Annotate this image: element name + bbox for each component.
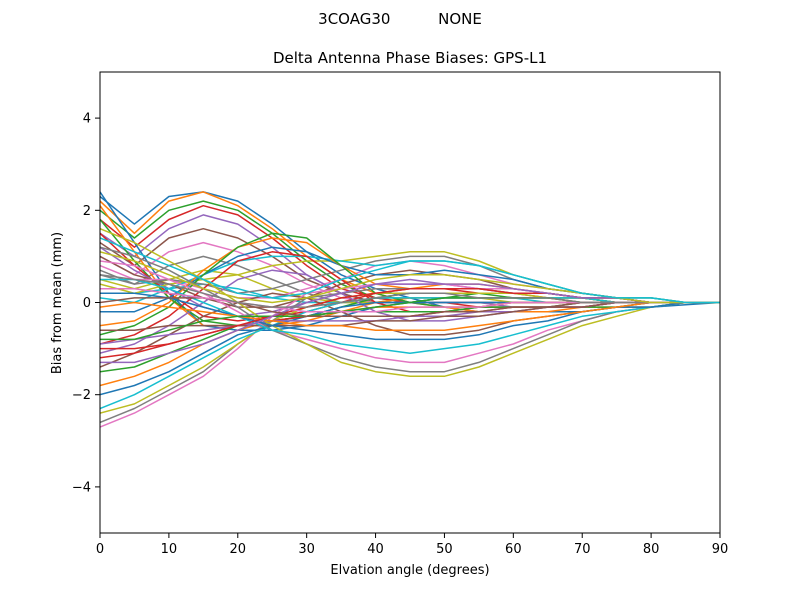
y-tick-label: 0 xyxy=(83,296,91,311)
x-tick-label: 90 xyxy=(712,542,729,557)
x-tick-label: 60 xyxy=(505,542,522,557)
x-tick-label: 70 xyxy=(574,542,591,557)
x-tick-label: 20 xyxy=(230,542,247,557)
series-line-s48 xyxy=(100,274,720,308)
figure-suptitle: 3COAG30 NONE xyxy=(318,10,482,28)
x-tick-label: 30 xyxy=(298,542,315,557)
y-tick-label: −2 xyxy=(72,388,91,403)
x-tick-label: 10 xyxy=(161,542,178,557)
y-tick-label: 2 xyxy=(83,204,91,219)
x-tick-label: 0 xyxy=(96,542,104,557)
x-tick-label: 50 xyxy=(436,542,453,557)
series-line-s40 xyxy=(100,278,720,354)
series-lines xyxy=(100,191,720,428)
chart-title: Delta Antenna Phase Biases: GPS-L1 xyxy=(273,49,547,67)
x-axis-label: Elvation angle (degrees) xyxy=(330,563,489,578)
y-axis-label: Bias from mean (mm) xyxy=(50,232,65,374)
series-line-s42 xyxy=(100,301,720,331)
x-axis-ticks: 0 10 20 30 40 50 60 70 80 90 xyxy=(96,533,728,557)
series-line-s50 xyxy=(100,237,720,304)
x-tick-label: 80 xyxy=(643,542,660,557)
y-axis-ticks: −4 −2 0 2 4 xyxy=(72,112,100,495)
y-tick-label: −4 xyxy=(72,480,91,495)
x-tick-label: 40 xyxy=(367,542,384,557)
y-tick-label: 4 xyxy=(83,112,91,127)
